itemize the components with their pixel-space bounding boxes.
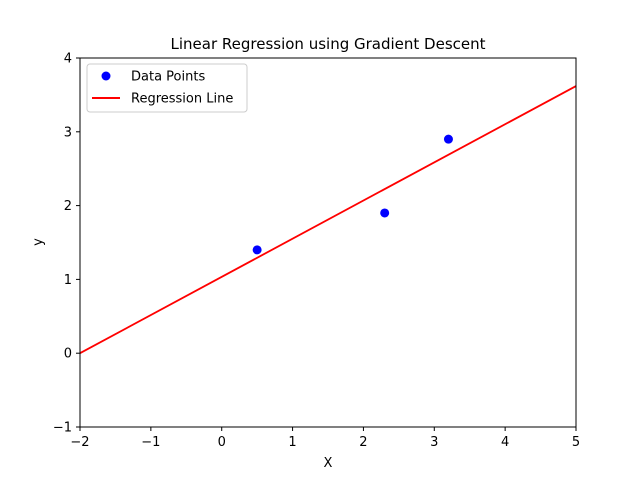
x-axis-label: X xyxy=(324,456,333,471)
y-tick-label: 2 xyxy=(64,199,72,214)
axes-frame xyxy=(79,57,577,428)
y-tick-label: 0 xyxy=(64,347,72,362)
x-axis-ticks: −2 −1 0 1 2 3 4 5 xyxy=(70,427,580,450)
y-tick-label: −1 xyxy=(53,421,72,436)
data-point xyxy=(252,245,262,255)
x-tick-label: 0 xyxy=(218,435,226,450)
x-tick-label: −1 xyxy=(141,435,160,450)
y-tick-label: 4 xyxy=(64,52,72,67)
x-tick-label: 1 xyxy=(288,435,296,450)
y-tick-label: 1 xyxy=(64,273,72,288)
data-point xyxy=(443,134,453,144)
x-tick-label: 2 xyxy=(359,435,367,450)
y-axis-ticks: −1 0 1 2 3 4 xyxy=(53,52,80,436)
data-point xyxy=(380,208,390,218)
x-tick-label: −2 xyxy=(70,435,89,450)
legend: Data Points Regression Line xyxy=(86,63,248,113)
legend-marker-data-points xyxy=(101,71,111,81)
legend-label-data-points: Data Points xyxy=(131,70,205,85)
x-tick-label: 5 xyxy=(572,435,580,450)
plot-area xyxy=(79,57,577,428)
chart-title: Linear Regression using Gradient Descent xyxy=(171,35,486,53)
x-tick-label: 4 xyxy=(501,435,509,450)
x-tick-label: 3 xyxy=(430,435,438,450)
series-group xyxy=(80,85,576,354)
y-axis-label: y xyxy=(31,238,46,246)
legend-frame xyxy=(86,63,248,113)
y-tick-label: 3 xyxy=(64,125,72,140)
regression-line xyxy=(80,85,576,354)
legend-label-regression-line: Regression Line xyxy=(131,92,233,107)
